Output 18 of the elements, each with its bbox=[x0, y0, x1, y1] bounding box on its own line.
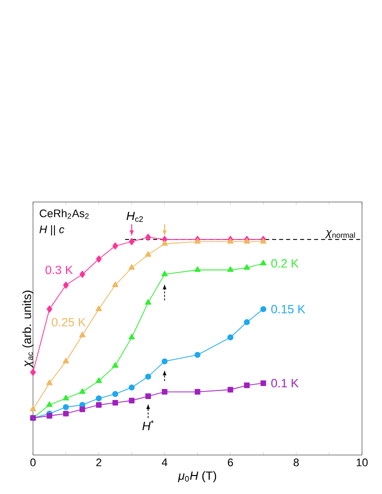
y-axis-title: χ$_{ac}$ (arb. units) bbox=[22, 290, 34, 368]
text: H || c bbox=[40, 225, 64, 236]
text: CeRh$_{2}$As$_{2}$ bbox=[40, 209, 89, 219]
x-tick-label: 4 bbox=[162, 458, 168, 466]
series-label: 0.25 K bbox=[52, 318, 86, 326]
x-tick-label: 8 bbox=[294, 458, 299, 466]
annotation: H$^{*}$ bbox=[142, 420, 154, 430]
series-label: 0.15 K bbox=[271, 304, 306, 314]
x-axis-title: μ$_{0}$H (T) bbox=[178, 471, 216, 482]
series-label: 0.1 K bbox=[271, 378, 299, 388]
x-tick-label: 6 bbox=[228, 458, 233, 466]
x-tick-label: 10 bbox=[356, 458, 368, 466]
annotation: H$_{c2}$ bbox=[126, 212, 143, 222]
series-label: 0.3 K bbox=[46, 266, 73, 274]
ref-line-label: χ$_{normal}$ bbox=[325, 230, 355, 238]
x-tick-label: 2 bbox=[96, 458, 102, 466]
x-tick-label: 0 bbox=[30, 458, 36, 466]
series-label: 0.2 K bbox=[271, 259, 299, 268]
